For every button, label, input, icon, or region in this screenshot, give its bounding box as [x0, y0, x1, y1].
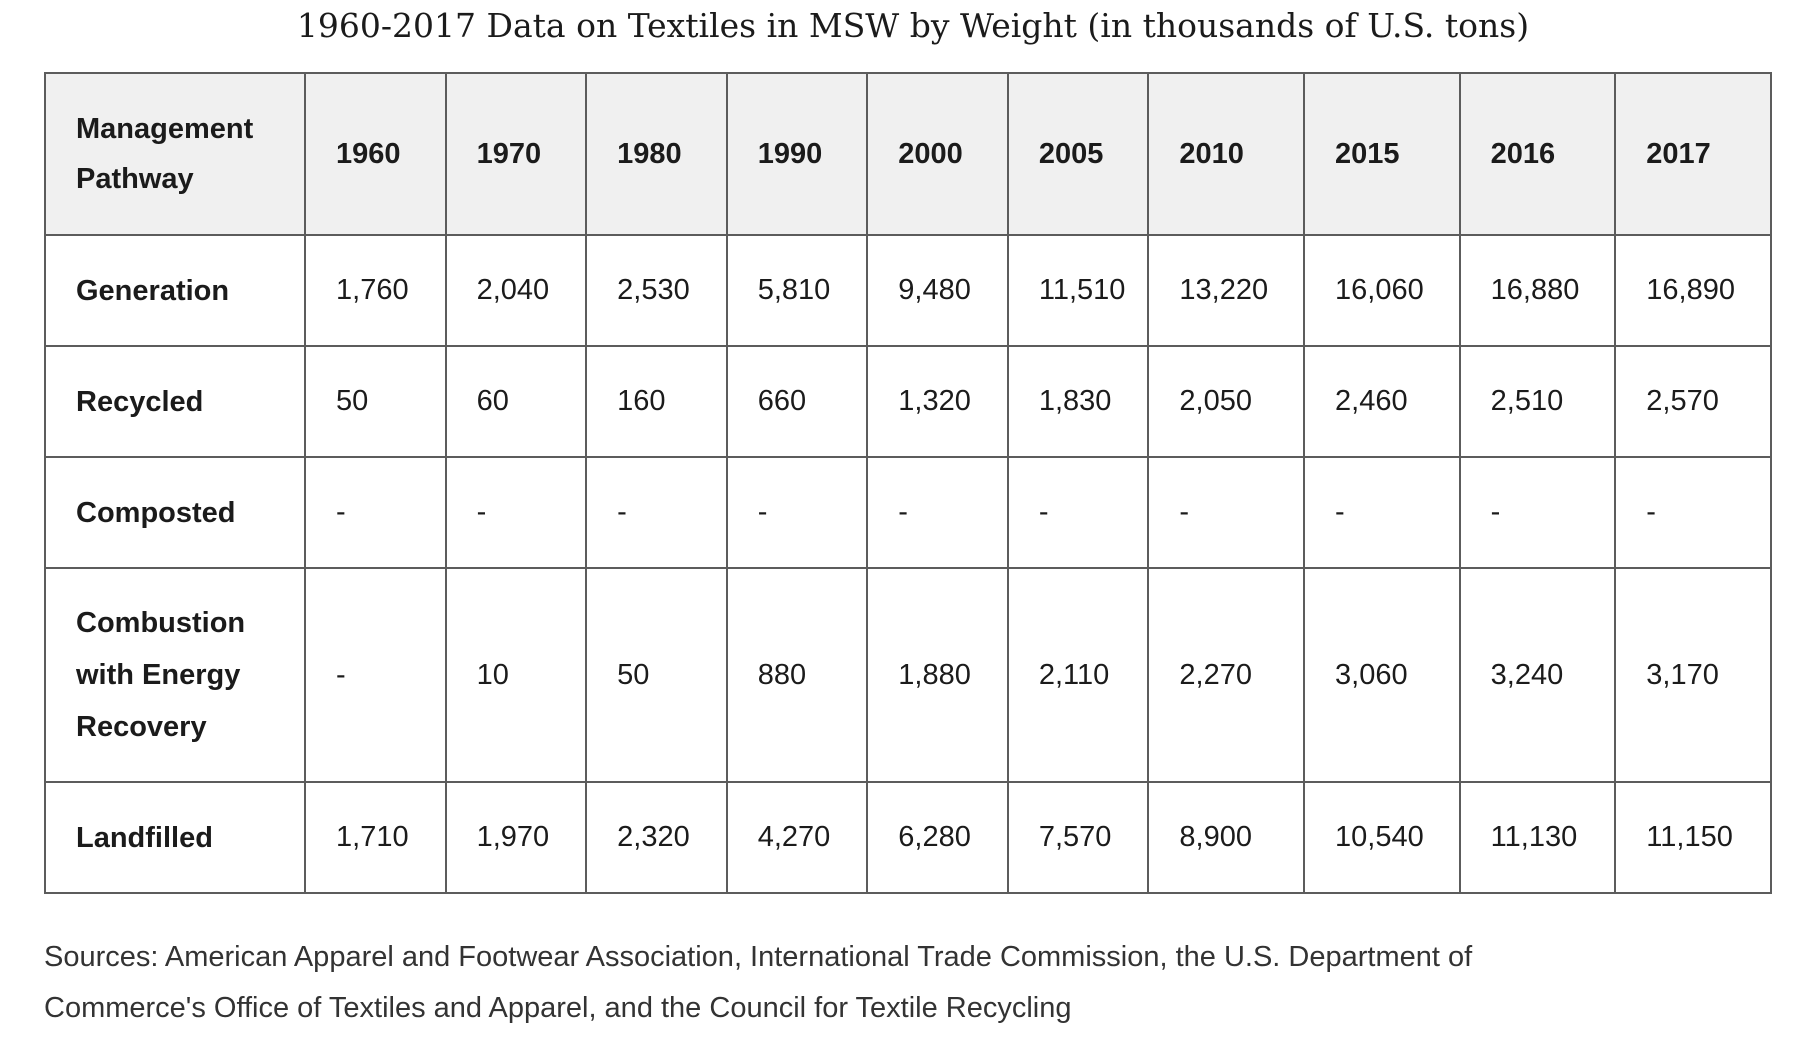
table-cell: 2,570	[1614, 345, 1772, 458]
table-cell: 7,570	[1006, 781, 1150, 894]
header-management-pathway: Management Pathway	[43, 72, 307, 236]
table-title: 1960-2017 Data on Textiles in MSW by Wei…	[296, 6, 1530, 45]
table-cell: 16,060	[1303, 234, 1461, 347]
table-cell: 3,240	[1458, 567, 1617, 783]
table-cell: 10,540	[1303, 781, 1461, 894]
sources-note: Sources: American Apparel and Footwear A…	[44, 941, 1473, 1024]
table-cell: 11,150	[1614, 781, 1772, 894]
table-cell: -	[725, 456, 869, 569]
table-cell: 11,130	[1458, 781, 1617, 894]
table-cell: -	[1147, 456, 1306, 569]
table-cell: -	[1458, 456, 1617, 569]
table-cell: 9,480	[866, 234, 1009, 347]
table-cell: 11,510	[1006, 234, 1150, 347]
table-cell: -	[304, 567, 447, 783]
table-row: Generation 1,760 2,040 2,530 5,810 9,480 11,51…	[43, 234, 1772, 347]
table-cell: 13,220	[1147, 234, 1306, 347]
table-row: Combustion with Energy Recovery -10 50 880 1…	[43, 567, 1772, 783]
table-cell: 1,320	[866, 345, 1009, 458]
header-row: Management Pathway 1960 1970 1980 1990 2000 2…	[43, 72, 1772, 236]
row-label: Recycled	[43, 345, 307, 458]
table-cell: 3,060	[1303, 567, 1461, 783]
table-cell: -	[585, 456, 728, 569]
table-cell: 4,270	[725, 781, 869, 894]
header-year: 2017	[1614, 72, 1772, 236]
table-cell: 160	[585, 345, 728, 458]
table-cell: 2,530	[585, 234, 728, 347]
table-cell: 1,710	[304, 781, 447, 894]
table-cell: 2,050	[1147, 345, 1306, 458]
row-label: Landfilled	[43, 781, 307, 894]
table-cell: -	[1006, 456, 1150, 569]
table-row: Landfilled 1,710 1,970 2,320 4,270 6,280 7,570…	[43, 781, 1772, 894]
table-cell: 16,880	[1458, 234, 1617, 347]
table-cell: -	[866, 456, 1009, 569]
table-row: Composted - - - - - - - - - -	[43, 456, 1772, 569]
table-cell: -	[1303, 456, 1461, 569]
header-year: 2010	[1147, 72, 1306, 236]
header-year: 2015	[1303, 72, 1461, 236]
header-year: 2005	[1006, 72, 1150, 236]
header-year: 2000	[866, 72, 1009, 236]
table-cell: -	[1614, 456, 1772, 569]
table-cell: 50	[585, 567, 728, 783]
row-label: Composted	[43, 456, 307, 569]
table-cell: 2,110	[1006, 567, 1150, 783]
row-label: Combustion with Energy Recovery	[43, 567, 307, 783]
table-cell: 2,320	[585, 781, 728, 894]
table-cell: 6,280	[866, 781, 1009, 894]
header-year: 1970	[444, 72, 588, 236]
table-cell: 8,900	[1147, 781, 1306, 894]
table-cell: 60	[444, 345, 588, 458]
table-row: Recycled 50 60 160 660 1,320 1,830 2,050 2,460 2,…	[43, 345, 1772, 458]
table-cell: 3,170	[1614, 567, 1772, 783]
table-cell: 2,040	[444, 234, 588, 347]
table-cell: 50	[304, 345, 447, 458]
header-year: 2016	[1458, 72, 1617, 236]
table-cell: -	[444, 456, 588, 569]
table-cell: 2,270	[1147, 567, 1306, 783]
textiles-data-table: Management Pathway 1960 1970 1980 1990 2000 2…	[43, 72, 1772, 894]
table-cell: 1,880	[866, 567, 1009, 783]
table-cell: 1,760	[304, 234, 447, 347]
header-year: 1960	[304, 72, 447, 236]
table-cell: 16,890	[1614, 234, 1772, 347]
table-cell: 2,460	[1303, 345, 1461, 458]
table-cell: -	[304, 456, 447, 569]
table-cell: 880	[725, 567, 869, 783]
table-cell: 1,830	[1006, 345, 1150, 458]
header-year: 1980	[585, 72, 728, 236]
table-cell: 660	[725, 345, 869, 458]
row-label: Generation	[43, 234, 307, 347]
table-cell: 10	[444, 567, 588, 783]
table-cell: 5,810	[725, 234, 869, 347]
header-year: 1990	[725, 72, 869, 236]
table-cell: 2,510	[1458, 345, 1617, 458]
table-cell: 1,970	[444, 781, 588, 894]
